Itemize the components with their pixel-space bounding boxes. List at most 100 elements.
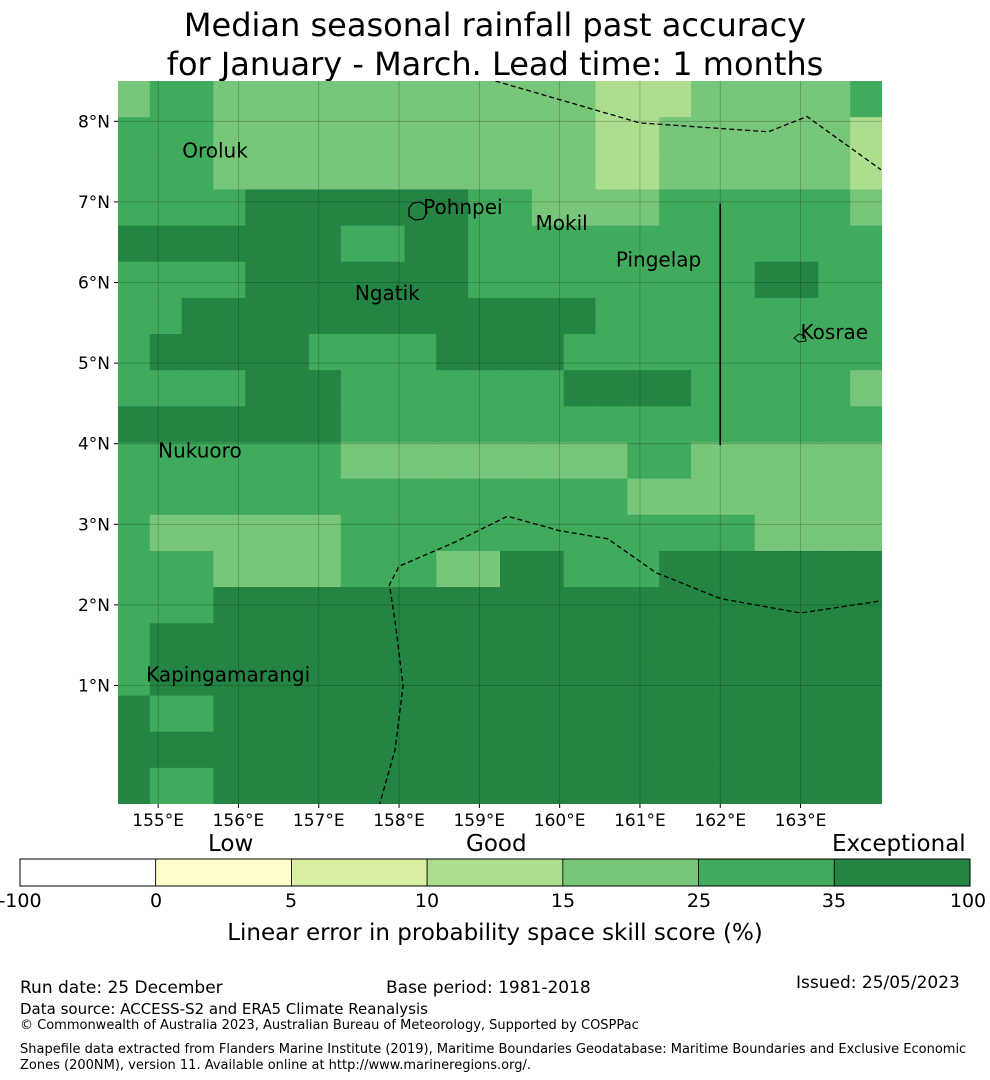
skill-cell [213,370,246,407]
skill-cell [213,623,246,660]
skill-cell [627,189,660,227]
skill-cell [404,225,437,263]
skill-cell [372,334,406,371]
skill-cell [404,659,437,697]
skill-cell [595,406,628,444]
skill-cell [372,370,406,407]
skill-cell [340,81,374,118]
skill-cell [436,478,469,516]
skill-cell [627,478,660,516]
skill-cell [181,442,215,480]
skill-cell [659,406,692,444]
colorbar-tick: 35 [821,890,847,912]
skill-cell [786,442,819,480]
skill-cell [277,334,310,371]
skill-cell [563,153,597,191]
skill-cell [595,731,628,769]
skill-cell [850,189,882,227]
latitude-tick-label: 5°N [78,354,110,374]
skill-cell [659,695,692,733]
skill-cell [468,442,501,480]
skill-cell [181,514,215,552]
skill-cell [818,478,851,516]
skill-cell [213,659,246,697]
longitude-tick-label: 156°E [213,811,265,831]
place-label-kapingamarangi: Kapingamarangi [146,662,310,686]
skill-cell [245,623,278,660]
skill-cell [722,478,756,516]
skill-cell [149,370,183,407]
skill-cell [563,550,597,588]
skill-cell [213,334,246,371]
skill-cell [277,587,310,624]
skill-cell [563,514,597,552]
skill-cell [404,478,437,516]
skill-cell [659,117,692,154]
skill-cell [118,334,151,371]
skill-cell [563,442,597,480]
skill-cell [531,767,565,804]
skill-cell [500,442,533,480]
skill-cell [309,81,342,118]
category-good: Good [466,831,527,857]
skill-cell [659,442,692,480]
skill-cell [340,659,374,697]
skill-cell [468,695,501,733]
skill-cell [245,767,278,804]
skill-cell [245,81,278,118]
skill-cell [754,117,788,154]
skill-cell [404,695,437,733]
skill-cell [659,153,692,191]
skill-cell [754,297,788,335]
skill-cell [722,261,756,299]
skill-cell [181,81,215,118]
skill-cell [754,334,788,371]
colorbar-label: Linear error in probability space skill … [227,920,763,946]
colorbar-swatch [291,858,428,887]
skill-cell [595,695,628,733]
skill-cell [818,659,851,697]
skill-cell [659,370,692,407]
skill-cell [118,442,151,480]
skill-cell [436,370,469,407]
skill-cell [372,261,406,299]
skill-cell [149,117,183,154]
skill-cell [404,261,437,299]
skill-cell [340,406,374,444]
skill-cell [531,225,565,263]
skill-cell [818,514,851,552]
skill-cell [372,587,406,624]
skill-cell [213,261,246,299]
skill-cell [213,587,246,624]
skill-cell [277,478,310,516]
longitude-tick-label: 161°E [614,811,666,831]
skill-cell [659,514,692,552]
skill-cell [309,587,342,624]
skill-cell [531,334,565,371]
skill-cell [850,478,882,516]
skill-cell [213,478,246,516]
skill-cell [340,695,374,733]
skill-cell [181,731,215,769]
skill-cell [468,550,501,588]
skill-cell [563,297,597,335]
skill-cell [818,695,851,733]
skill-cell [531,695,565,733]
skill-cell [372,189,406,227]
place-label-pohnpei: Pohnpei [423,195,503,219]
skill-cell [372,550,406,588]
skill-cell [404,731,437,769]
skill-cell [118,514,151,552]
map-title-line-1: Median seasonal rainfall past accuracy [183,6,807,44]
skill-cell [149,153,183,191]
skill-cell [531,623,565,660]
skill-cell [754,514,788,552]
skill-cell [722,695,756,733]
skill-cell [627,334,660,371]
skill-cell [722,225,756,263]
skill-cell [309,225,342,263]
skill-cell [627,225,660,263]
skill-cell [563,334,597,371]
skill-cell [340,297,374,335]
skill-cell [277,442,310,480]
